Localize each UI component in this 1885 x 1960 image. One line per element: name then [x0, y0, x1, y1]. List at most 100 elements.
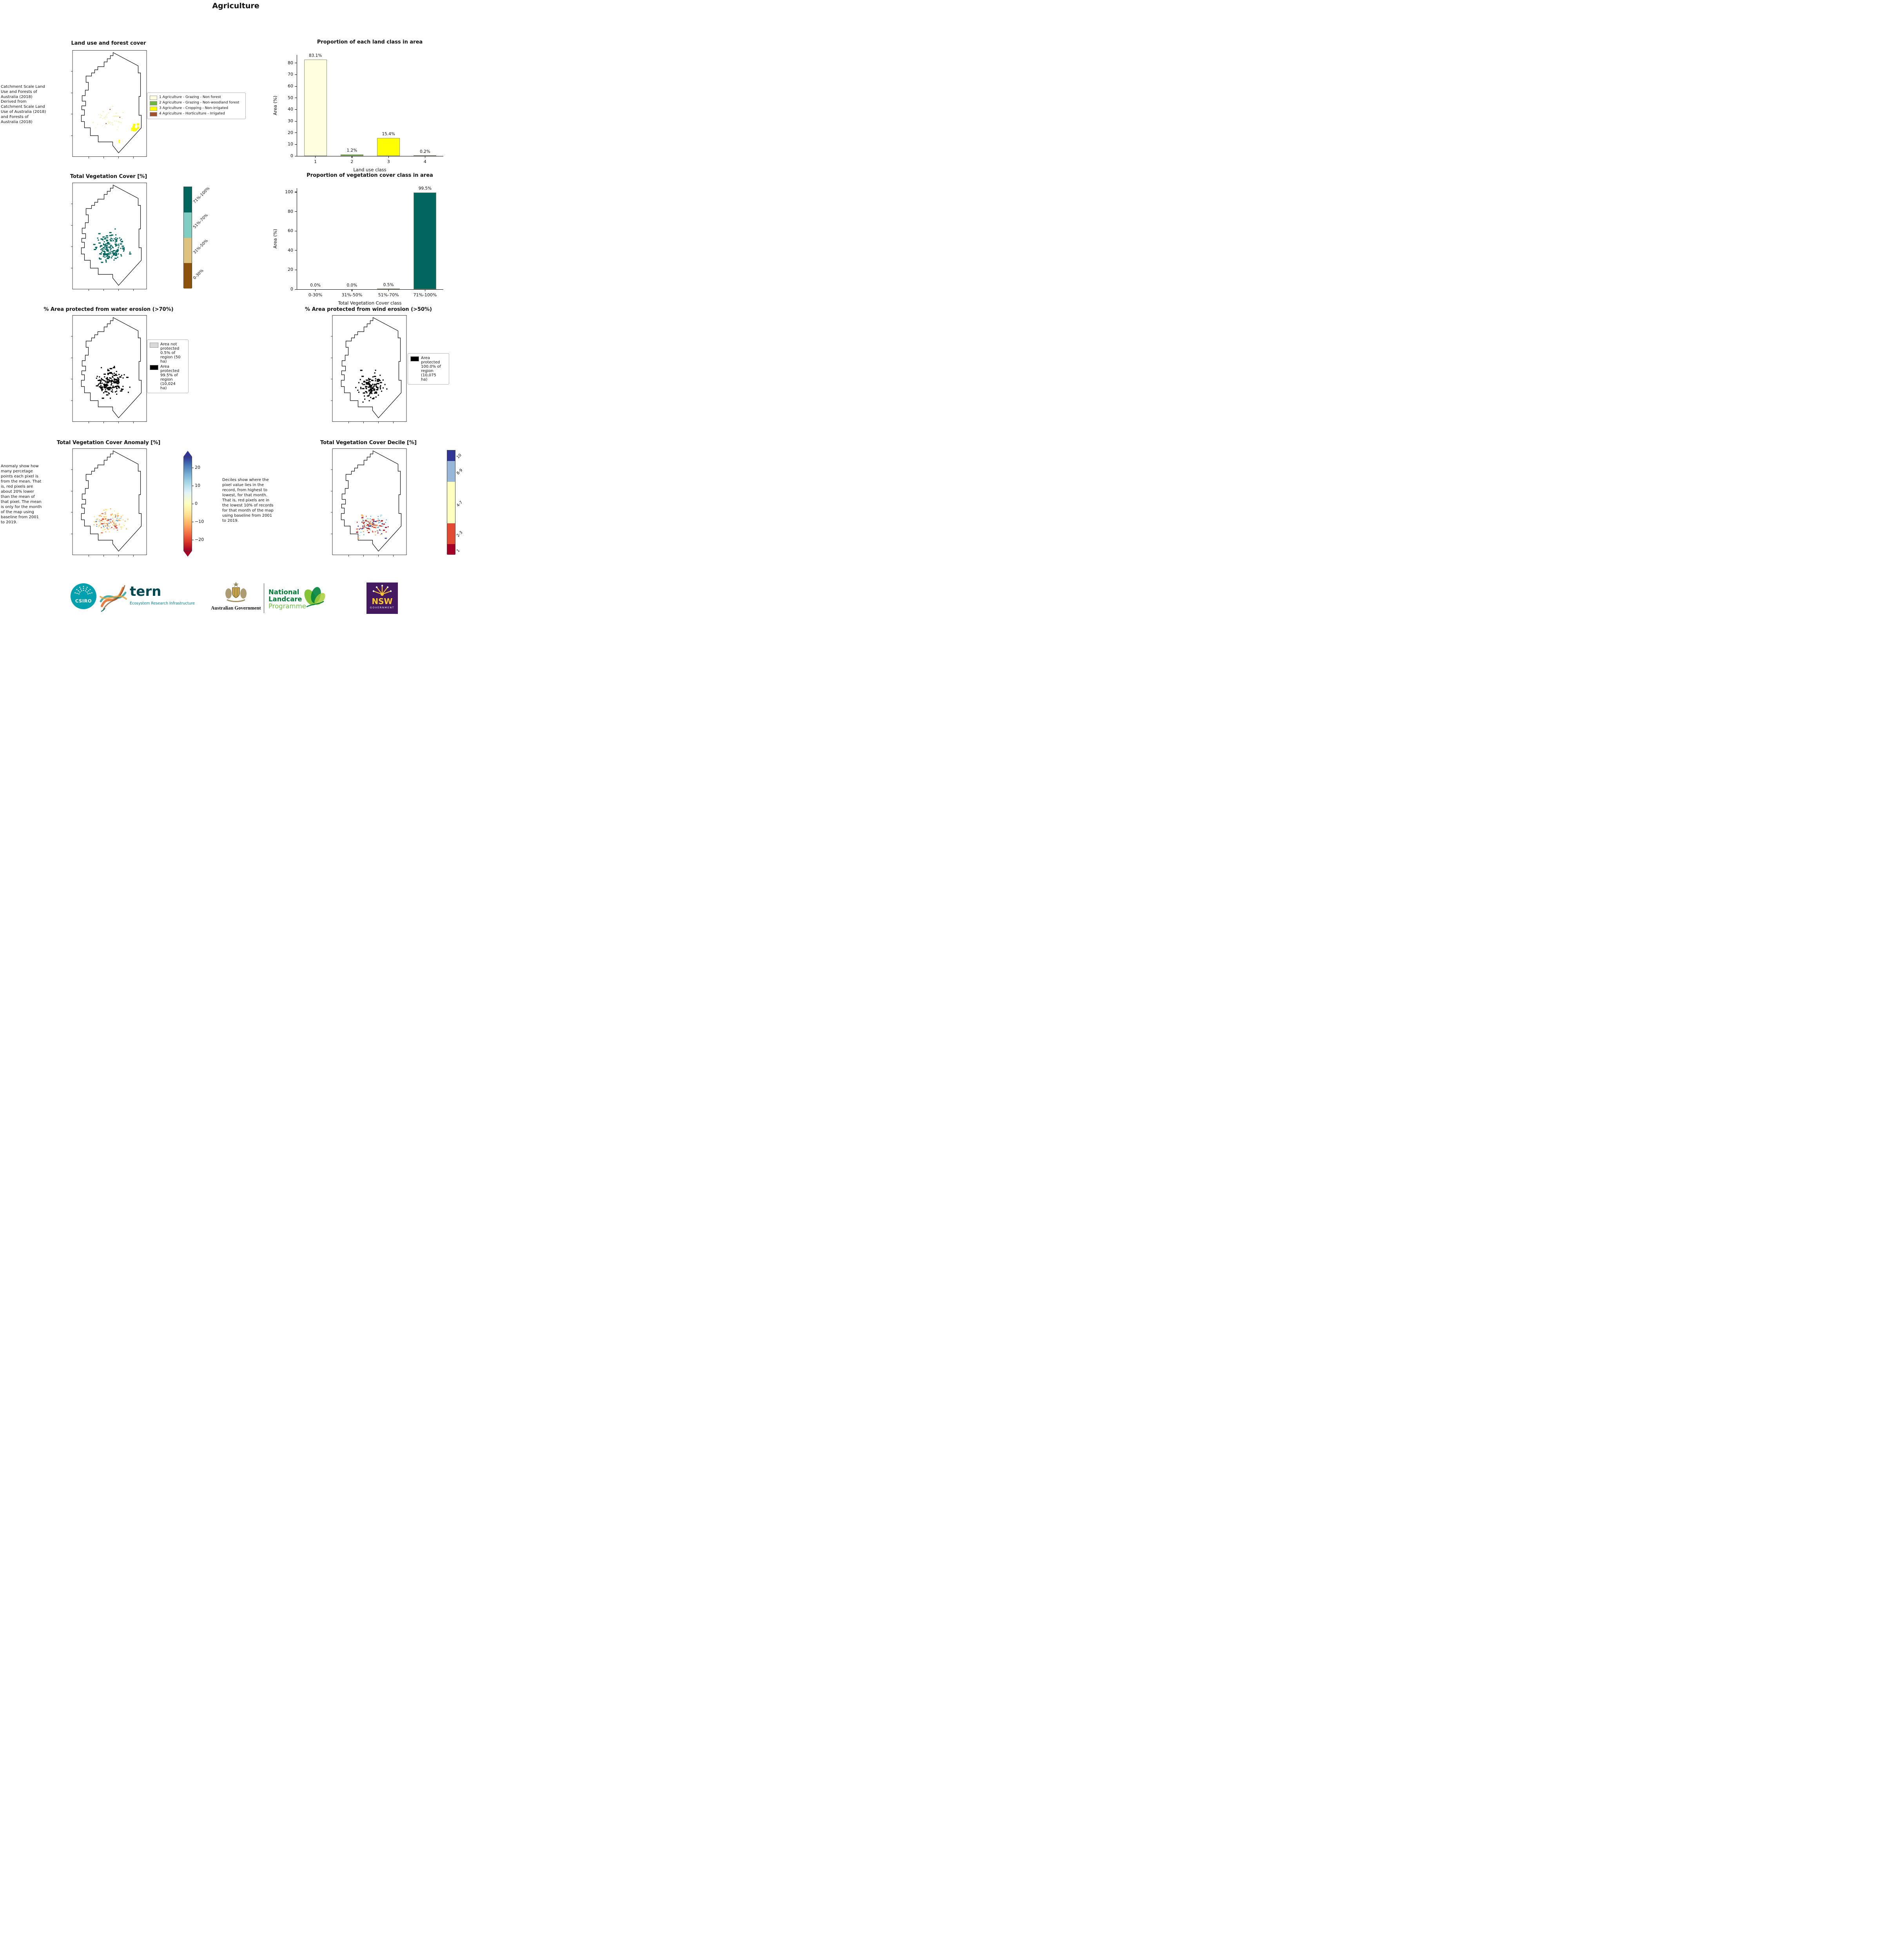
- tern-wordmark: tern Ecosystem Research Infrastructure: [130, 585, 195, 606]
- legend-swatch: [150, 107, 157, 111]
- bar-71%-100%: [414, 192, 437, 289]
- wind-erosion-legend: Area protected 100.0% of region (10,075 …: [408, 353, 449, 385]
- x-tick-label: 3: [387, 159, 390, 164]
- x-tick-label: 31%-50%: [341, 292, 363, 298]
- map-canvas: [71, 315, 147, 423]
- anomaly-map: [71, 448, 147, 557]
- x-tick-label: 2: [350, 159, 354, 164]
- decile-colorbar-segment: [447, 461, 455, 482]
- y-tick-label: 80: [288, 209, 293, 214]
- csiro-logo: CSIRO: [71, 583, 96, 609]
- chart-plot-area: 0 10 20 30 40 50 60 70 80 83.1% 1 1.2% 2 15.4% 3 0.2% 4: [288, 53, 443, 164]
- legend-item: Area not protected 0.5% of region (50 ha…: [150, 342, 186, 364]
- tern-name: tern: [130, 584, 161, 599]
- land-use-map: [71, 50, 147, 159]
- y-axis-tick: [295, 74, 297, 75]
- csiro-circle: CSIRO: [71, 583, 96, 609]
- veg-cover-map: [71, 183, 147, 292]
- decile-colorbar-label: 2-3: [456, 530, 464, 538]
- veg-colorbar-segment: [184, 238, 192, 263]
- bar-value-label: 15.4%: [382, 132, 395, 137]
- bar-1: [304, 59, 327, 156]
- legend-label: 3 Agriculture - Cropping - Non-irrigated: [159, 106, 229, 110]
- land-use-map-title: Land use and forest cover: [71, 40, 146, 46]
- landcare-leaves-logo: [302, 584, 326, 611]
- anomaly-colorbar-tick-label: 10: [195, 483, 200, 488]
- bar-4: [414, 155, 437, 156]
- decile-colorbar-segment: [447, 450, 455, 461]
- map-canvas: [331, 315, 407, 423]
- veg-cover-bar-chart: Proportion of vegetation cover class in …: [263, 172, 452, 308]
- anomaly-map-title: Total Vegetation Cover Anomaly [%]: [56, 440, 161, 446]
- australian-government-crest: [222, 581, 250, 605]
- legend-item: 2 Agriculture - Grazing - Non-woodland f…: [150, 101, 243, 105]
- legend-label: Area protected 100.0% of region (10,075 …: [421, 356, 441, 382]
- y-tick-label: 70: [288, 72, 293, 77]
- map-axes-frame: [72, 448, 147, 555]
- land-use-source-note: Catchment Scale Land Use and Forests of …: [1, 85, 46, 124]
- map-pixels: [92, 106, 124, 130]
- australian-government-label: Australian Government: [211, 605, 261, 611]
- map-axes-frame: [72, 50, 147, 157]
- map-axis-ticks: [331, 469, 394, 557]
- legend-label: Area protected 99.5% of region (10,024 h…: [160, 365, 180, 390]
- map-axis-ticks: [71, 336, 134, 423]
- y-axis-tick: [295, 86, 297, 87]
- veg-colorbar-label: 31%-50%: [192, 238, 209, 255]
- anomaly-colorbar-bottom-arrow: [183, 551, 192, 557]
- coat-of-arms-icon: [225, 582, 247, 602]
- decile-colorbar-label: 10: [456, 453, 463, 460]
- y-axis-tick: [295, 121, 297, 122]
- map-axis-ticks: [71, 203, 134, 291]
- x-axis-tick: [315, 156, 316, 158]
- decile-colorbar-label: 8-9: [456, 468, 464, 476]
- veg-colorbar-bar: [183, 187, 192, 289]
- map-plot: [71, 183, 147, 291]
- legend-label: 2 Agriculture - Grazing - Non-woodland f…: [159, 101, 239, 105]
- y-tick-label: 60: [288, 83, 293, 89]
- bar-2: [340, 154, 363, 156]
- catchment-outline: [81, 450, 142, 552]
- y-tick-label: 60: [288, 228, 293, 234]
- map-pixels: [93, 508, 129, 535]
- y-tick-label: 20: [288, 130, 293, 135]
- map-plot: [71, 448, 147, 557]
- bar-value-label: 83.1%: [308, 53, 322, 58]
- bar-value-label: 0.0%: [347, 283, 357, 288]
- x-tick-label: 71%-100%: [413, 292, 437, 298]
- map-pixels: [93, 228, 132, 263]
- nsw-wordmark: NSW: [372, 597, 393, 606]
- nsw-logo-box: NSW GOVERNMENT: [366, 583, 398, 614]
- decile-map-title: Total Vegetation Cover Decile [%]: [320, 440, 417, 446]
- bar-value-label: 0.0%: [310, 283, 321, 288]
- national-landcare-wordmark: National Landcare Programme: [269, 589, 306, 610]
- bar-value-label: 99.5%: [418, 186, 432, 191]
- map-canvas: [71, 183, 147, 291]
- land-use-legend: 1 Agriculture - Grazing - Non forest 2 Ag…: [147, 93, 246, 119]
- waratah-icon: [372, 584, 392, 596]
- legend-swatch: [150, 365, 158, 370]
- nsw-government-label: GOVERNMENT: [370, 606, 395, 609]
- water-erosion-map: [71, 315, 147, 424]
- decile-note: Deciles show where the pixel value lies …: [222, 478, 274, 523]
- y-tick-label: 0: [290, 153, 293, 158]
- cropping-patch-pixels: [118, 123, 140, 143]
- legend-item: 1 Agriculture - Grazing - Non forest: [150, 95, 243, 100]
- anomaly-note: Anomaly show how many percetage points e…: [1, 464, 42, 524]
- chart-title: Proportion of each land class in area: [317, 39, 423, 45]
- decile-colorbar-segment: [447, 544, 455, 555]
- map-axes-frame: [72, 315, 147, 422]
- anomaly-colorbar-tick-label: 0: [195, 501, 198, 506]
- map-pixels: [356, 514, 389, 539]
- wind-erosion-map-title: % Area protected from wind erosion (>50%…: [305, 307, 432, 312]
- landcare-line-3: Programme: [269, 602, 306, 610]
- decile-colorbar-segment: [447, 523, 455, 544]
- legend-item: 3 Agriculture - Cropping - Non-irrigated: [150, 106, 243, 111]
- y-tick-label: 50: [288, 95, 293, 100]
- anomaly-colorbar-bar: [183, 457, 192, 551]
- y-axis-label: Area (%): [272, 95, 278, 116]
- veg-cover-map-title: Total Vegetation Cover [%]: [70, 174, 147, 180]
- legend-swatch: [410, 356, 419, 361]
- legend-swatch: [150, 101, 157, 105]
- y-tick-label: 20: [288, 267, 293, 272]
